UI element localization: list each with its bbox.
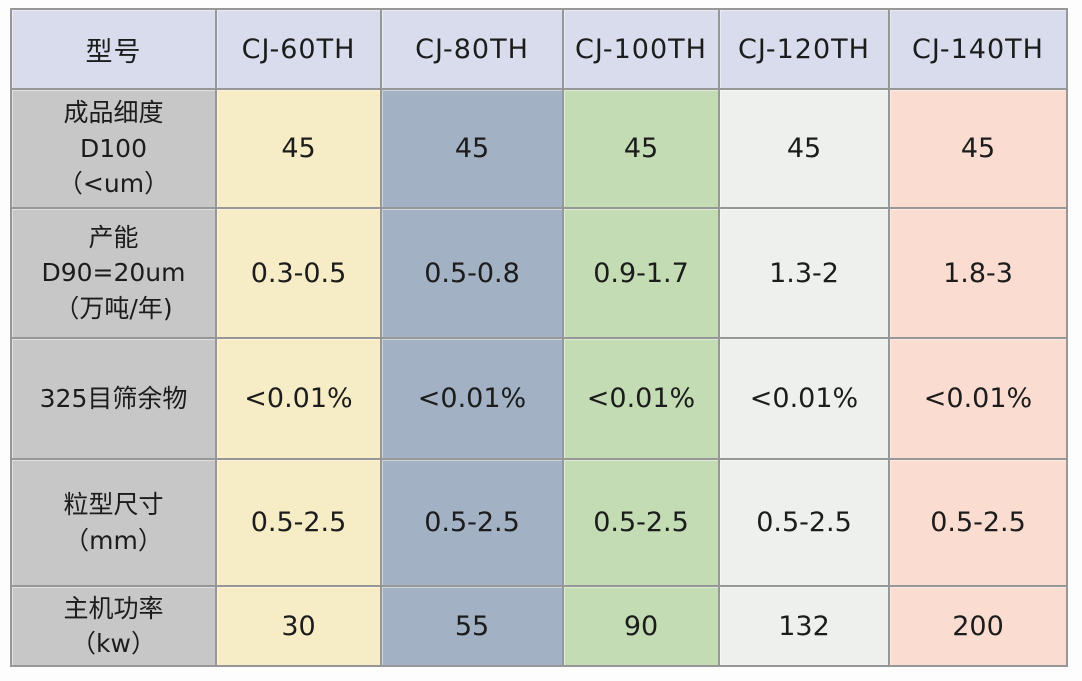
spec-table-body: 成品细度 D100 （<um） 45 45 45 45 45 产能 D90=20… — [10, 88, 1068, 667]
table-cell: 45 — [380, 88, 564, 209]
model-header-cj-60th: CJ-60TH — [215, 8, 382, 90]
table-cell: 45 — [562, 88, 720, 209]
table-cell: 0.5-2.5 — [888, 458, 1068, 587]
table-cell: 1.3-2 — [718, 207, 890, 339]
table-cell: 0.5-2.5 — [380, 458, 564, 587]
table-cell: <0.01% — [215, 337, 382, 460]
table-cell: <0.01% — [380, 337, 564, 460]
table-cell: 45 — [888, 88, 1068, 209]
table-row-main-power: 主机功率 （kw） 30 55 90 132 200 — [10, 585, 1068, 667]
table-row-particle-size: 粒型尺寸 （mm） 0.5-2.5 0.5-2.5 0.5-2.5 0.5-2.… — [10, 458, 1068, 587]
row-label-fineness: 成品细度 D100 （<um） — [10, 88, 217, 209]
model-header-cj-140th: CJ-140TH — [888, 8, 1068, 90]
table-cell: 200 — [888, 585, 1068, 667]
row-label-particle-size: 粒型尺寸 （mm） — [10, 458, 217, 587]
table-cell: 30 — [215, 585, 382, 667]
table-cell: <0.01% — [562, 337, 720, 460]
table-cell: 90 — [562, 585, 720, 667]
model-header-cj-120th: CJ-120TH — [718, 8, 890, 90]
table-row-fineness: 成品细度 D100 （<um） 45 45 45 45 45 — [10, 88, 1068, 209]
spec-table-header: 型号 CJ-60TH CJ-80TH CJ-100TH CJ-120TH CJ-… — [10, 8, 1068, 90]
table-cell: 0.5-2.5 — [718, 458, 890, 587]
table-cell: 132 — [718, 585, 890, 667]
table-cell: 1.8-3 — [888, 207, 1068, 339]
corner-header-model: 型号 — [10, 8, 217, 90]
header-row: 型号 CJ-60TH CJ-80TH CJ-100TH CJ-120TH CJ-… — [10, 8, 1068, 90]
table-cell: <0.01% — [888, 337, 1068, 460]
table-cell: 0.5-0.8 — [380, 207, 564, 339]
model-header-cj-80th: CJ-80TH — [380, 8, 564, 90]
table-cell: 45 — [215, 88, 382, 209]
table-row-sieve-residue: 325目筛余物 <0.01% <0.01% <0.01% <0.01% <0.0… — [10, 337, 1068, 460]
table-cell: 0.5-2.5 — [562, 458, 720, 587]
row-label-sieve-residue: 325目筛余物 — [10, 337, 217, 460]
table-row-capacity: 产能 D90=20um （万吨/年) 0.3-0.5 0.5-0.8 0.9-1… — [10, 207, 1068, 339]
table-cell: 0.3-0.5 — [215, 207, 382, 339]
spec-table: 型号 CJ-60TH CJ-80TH CJ-100TH CJ-120TH CJ-… — [10, 8, 1068, 667]
table-cell: 0.9-1.7 — [562, 207, 720, 339]
table-cell: 55 — [380, 585, 564, 667]
table-cell: 0.5-2.5 — [215, 458, 382, 587]
row-label-capacity: 产能 D90=20um （万吨/年) — [10, 207, 217, 339]
row-label-main-power: 主机功率 （kw） — [10, 585, 217, 667]
model-header-cj-100th: CJ-100TH — [562, 8, 720, 90]
table-cell: <0.01% — [718, 337, 890, 460]
table-cell: 45 — [718, 88, 890, 209]
